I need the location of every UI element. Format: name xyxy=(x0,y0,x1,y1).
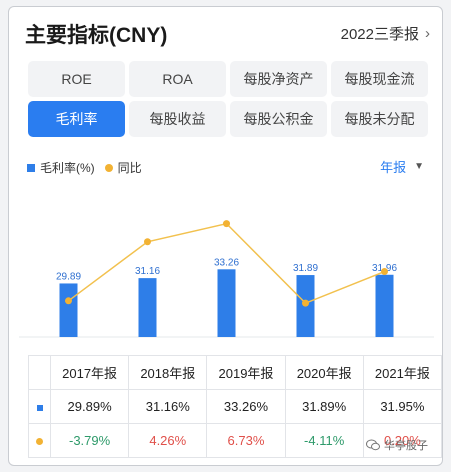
bar-value-label: 33.26 xyxy=(214,257,239,268)
bar xyxy=(138,278,157,337)
tab-eps[interactable]: 每股收益 xyxy=(129,101,226,137)
bar-legend-swatch xyxy=(27,163,35,172)
table-cell: -3.79% xyxy=(49,423,130,458)
yoy-point xyxy=(144,238,151,246)
tab-gross-margin[interactable]: 毛利率 xyxy=(28,101,125,137)
tab-reserve-per-share[interactable]: 每股公积金 xyxy=(230,101,327,137)
period-label: 2022三季报 xyxy=(340,26,419,43)
table-cell: 31.89% xyxy=(284,389,364,424)
col-header: 2019年报 xyxy=(206,355,286,390)
tab-label: 每股净资产 xyxy=(243,71,314,87)
bar-value-label: 29.89 xyxy=(56,271,81,282)
tab-label: 每股现金流 xyxy=(344,71,415,87)
table-cell: 31.95% xyxy=(362,389,443,424)
col-header: 2017年报 xyxy=(49,355,130,390)
wechat-icon xyxy=(366,439,380,451)
tab-roa[interactable]: ROA xyxy=(129,61,226,97)
tab-label: ROA xyxy=(162,71,193,87)
tab-roe[interactable]: ROE xyxy=(28,61,125,97)
data-table: 2017年报 2018年报 2019年报 2020年报 2021年报 29.89… xyxy=(28,355,443,458)
bar-series-key xyxy=(36,405,43,411)
tab-label: 每股未分配 xyxy=(344,111,415,127)
bar-legend-label: 毛利率(%) xyxy=(40,161,95,175)
tab-label: 毛利率 xyxy=(55,111,98,127)
table-header-row: 2017年报 2018年报 2019年报 2020年报 2021年报 xyxy=(28,355,443,390)
col-header: 2021年报 xyxy=(362,355,443,390)
line-series-key xyxy=(36,438,43,445)
bar-value-label: 31.16 xyxy=(135,266,160,277)
line-legend-swatch xyxy=(104,163,113,172)
table-cell: 6.73% xyxy=(206,423,286,458)
table-cell: 0.20% xyxy=(362,423,443,458)
dropdown-triangle-icon: ▼ xyxy=(414,161,424,172)
chart-legend: 毛利率(%) 同比 xyxy=(27,159,142,176)
period-selector[interactable]: 2022三季报 › xyxy=(341,23,430,44)
table-row-yoy: -3.79% 4.26% 6.73% -4.11% 0.20% xyxy=(28,423,443,458)
table-cell: -4.11% xyxy=(284,423,364,458)
indicator-card: 主要指标(CNY) 2022三季报 › ROE ROA 每股净资产 每股现金流 … xyxy=(8,6,443,466)
page-title: 主要指标(CNY) xyxy=(25,24,168,47)
tab-label: 每股公积金 xyxy=(243,111,314,127)
tab-label: ROE xyxy=(61,71,92,87)
yoy-point xyxy=(223,220,230,228)
watermark: 华亭股子 xyxy=(366,437,428,453)
watermark-text: 华亭股子 xyxy=(384,440,428,452)
bar-value-label: 31.89 xyxy=(293,263,318,274)
report-type-dropdown[interactable]: 年报 ▼ xyxy=(380,157,424,176)
table-row-gross-margin: 29.89% 31.16% 33.26% 31.89% 31.95% xyxy=(28,389,443,424)
tab-cashflow-per-share[interactable]: 每股现金流 xyxy=(331,61,428,97)
table-cell: 31.16% xyxy=(128,389,208,424)
tab-undistributed-per-share[interactable]: 每股未分配 xyxy=(331,101,428,137)
table-cell: 4.26% xyxy=(128,423,208,458)
bar xyxy=(59,283,78,337)
yoy-point xyxy=(381,268,388,276)
bar xyxy=(375,274,394,337)
report-type-value: 年报 xyxy=(380,160,407,175)
line-legend-label: 同比 xyxy=(117,161,142,175)
yoy-point xyxy=(65,297,72,305)
col-header: 2020年报 xyxy=(284,355,364,390)
yoy-point xyxy=(302,299,309,307)
chevron-right-icon: › xyxy=(425,25,430,42)
card-header: 主要指标(CNY) 2022三季报 › xyxy=(25,17,430,47)
table-cell: 33.26% xyxy=(206,389,286,424)
table-cell: 29.89% xyxy=(49,389,130,424)
bar xyxy=(217,269,236,337)
col-header: 2018年报 xyxy=(128,355,208,390)
tab-net-assets-per-share[interactable]: 每股净资产 xyxy=(230,61,327,97)
tab-label: 每股收益 xyxy=(149,111,206,127)
